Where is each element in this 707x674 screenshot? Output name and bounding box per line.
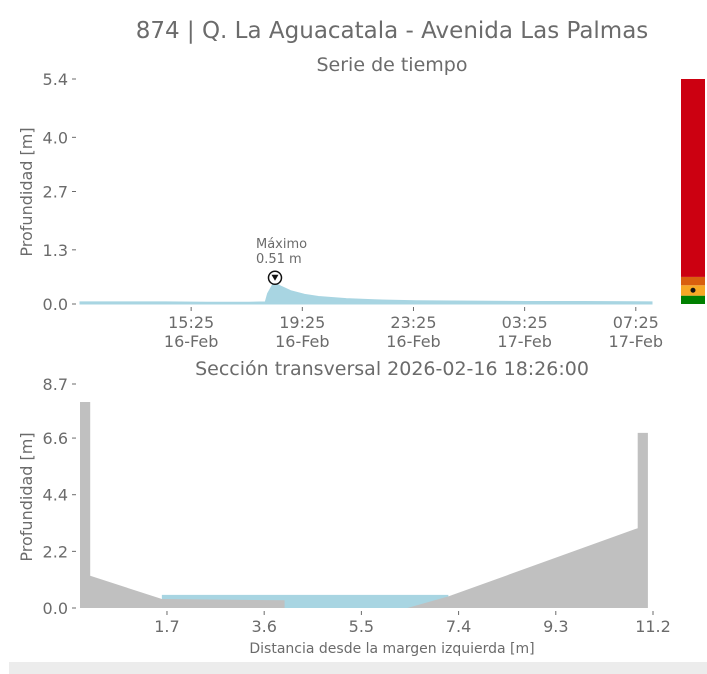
chart1-xtick-time: 19:25: [279, 313, 325, 332]
chart1-ylabel: Profundidad [m]: [17, 127, 36, 256]
chart2-ytick-label: 0.0: [43, 599, 68, 618]
threshold-level-segment: [681, 276, 705, 286]
figure-title: 874 | Q. La Aguacatala - Avenida Las Pal…: [136, 18, 649, 44]
chart2-xtick-label: 5.5: [349, 617, 374, 636]
chart2-xtick-label: 7.4: [446, 617, 471, 636]
max-annotation-label: Máximo: [256, 237, 307, 252]
chart1-xtick-date: 16-Feb: [386, 332, 440, 351]
chart2-ytick-label: 4.4: [43, 486, 68, 505]
chart1-xtick-time: 15:25: [168, 313, 214, 332]
chart1-xtick-time: 03:25: [502, 313, 548, 332]
chart2-ytick-label: 8.7: [43, 375, 68, 394]
chart2-ylabel: Profundidad [m]: [17, 432, 36, 561]
threshold-level-segment: [681, 295, 705, 304]
chart1-ytick-label: 0.0: [43, 295, 68, 314]
chart1-ytick-label: 4.0: [43, 128, 68, 147]
chart2-ytick-label: 6.6: [43, 429, 68, 448]
threshold-level-segment: [681, 79, 705, 277]
chart1-xtick-date: 17-Feb: [497, 332, 551, 351]
bottom-strip: [9, 662, 707, 674]
chart2-xtick-label: 1.7: [154, 617, 179, 636]
current-level-dot: [690, 287, 696, 293]
max-marker-triangle: [271, 274, 279, 281]
chart1-title: Serie de tiempo: [317, 54, 468, 76]
chart2-xtick-label: 11.2: [635, 617, 671, 636]
chart1-xtick-time: 23:25: [390, 313, 436, 332]
chart1-xtick-date: 16-Feb: [164, 332, 218, 351]
chart1-depth-area: [79, 282, 653, 305]
terrain-profile: [80, 402, 648, 608]
chart1-ytick-label: 2.7: [43, 183, 68, 202]
chart2-title: Sección transversal 2026-02-16 18:26:00: [195, 358, 589, 380]
chart1-ytick-label: 5.4: [43, 70, 68, 89]
chart1-xtick-date: 16-Feb: [275, 332, 329, 351]
chart2-xlabel: Distancia desde la margen izquierda [m]: [249, 641, 534, 657]
chart2-ytick-label: 2.2: [43, 542, 68, 561]
chart2-xtick-label: 3.6: [251, 617, 276, 636]
chart2-xtick-label: 9.3: [543, 617, 568, 636]
chart1-xtick-time: 07:25: [613, 313, 659, 332]
max-annotation-value: 0.51 m: [256, 252, 302, 267]
chart1-xtick-date: 17-Feb: [609, 332, 663, 351]
chart1-ytick-label: 1.3: [43, 241, 68, 260]
